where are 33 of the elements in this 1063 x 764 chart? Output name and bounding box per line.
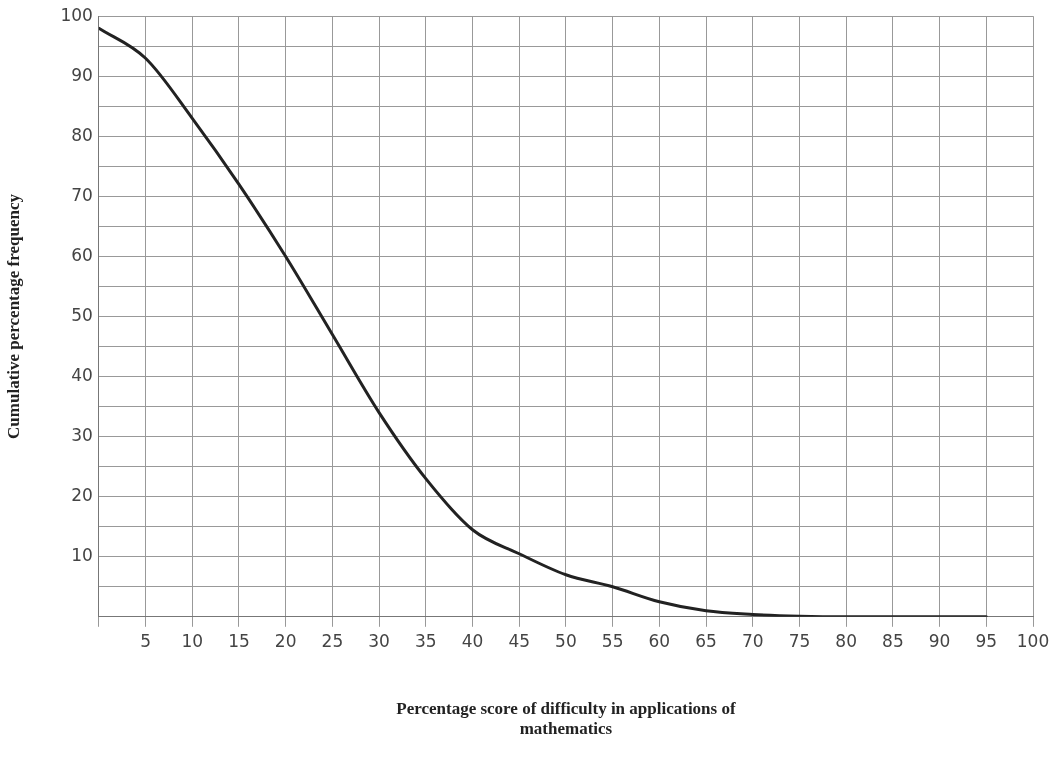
x-tick-label: 50 xyxy=(555,631,577,652)
y-tick-label: 40 xyxy=(71,364,93,385)
x-tick-label: 90 xyxy=(928,631,951,652)
x-tick-label: 100 xyxy=(1016,631,1050,652)
y-tick-label: 10 xyxy=(71,545,93,566)
x-tick-label: 40 xyxy=(461,631,484,652)
y-tick-label: 100 xyxy=(60,4,93,25)
x-tick-label: 25 xyxy=(321,631,344,652)
x-tick-label: 95 xyxy=(975,631,998,652)
y-tick-label: 80 xyxy=(71,124,93,145)
x-tick-label: 15 xyxy=(228,631,250,652)
x-tick-label: 70 xyxy=(741,631,764,652)
y-axis-title: Cumulative percentage frequency xyxy=(3,193,23,439)
x-axis-title: Percentage score of difficulty in applications of mathematics xyxy=(396,698,736,739)
x-tick-label: 85 xyxy=(882,631,904,652)
y-tick-label: 90 xyxy=(71,64,93,85)
y-tick-label: 60 xyxy=(71,244,93,265)
x-tick-label: 35 xyxy=(414,631,437,652)
x-tick-label: 65 xyxy=(695,631,717,652)
y-tick-label: 70 xyxy=(71,184,93,205)
x-tick-label: 10 xyxy=(181,631,204,652)
x-tick-label: 45 xyxy=(508,631,531,652)
y-tick-label: 50 xyxy=(71,304,93,325)
x-tick-label: 55 xyxy=(601,631,624,652)
x-tick-label: 60 xyxy=(648,631,671,652)
x-tick-label: 30 xyxy=(368,631,390,652)
x-tick-label: 75 xyxy=(788,631,811,652)
x-tick-label: 5 xyxy=(140,631,151,652)
line-series xyxy=(98,26,988,617)
y-tick-label: 30 xyxy=(71,425,93,446)
x-tick-label: 20 xyxy=(274,631,297,652)
x-tick-label: 80 xyxy=(835,631,857,652)
y-tick-label: 20 xyxy=(71,485,93,506)
